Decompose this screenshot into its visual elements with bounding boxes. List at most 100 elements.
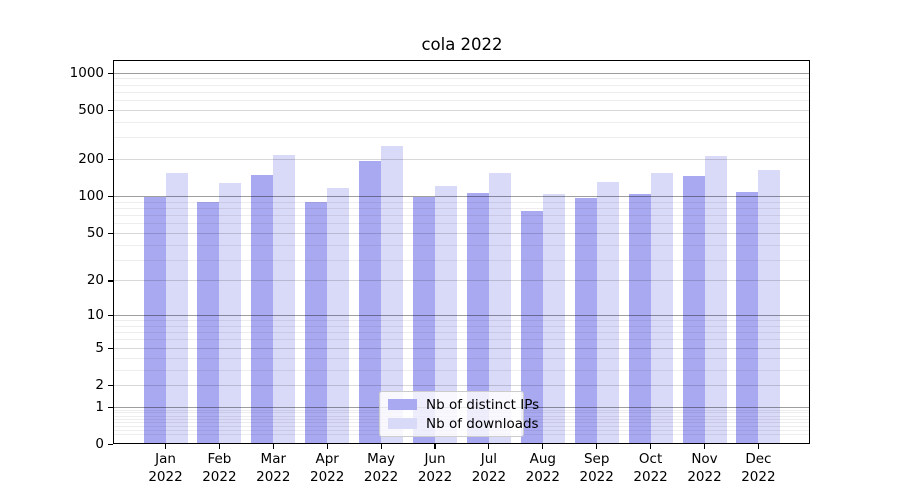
gridline-minor <box>114 339 810 341</box>
y-tick-mark <box>108 385 113 387</box>
bar-jul-downloads <box>488 173 511 444</box>
gridline-minor <box>114 121 810 123</box>
x-tick-mark <box>596 444 598 449</box>
gridline-minor <box>114 100 810 102</box>
y-tick-mark <box>108 315 113 317</box>
x-tick-mark <box>380 444 382 449</box>
gridline-minor <box>114 357 810 359</box>
bar-apr-distinct-ips <box>305 202 328 444</box>
x-tick-label: Jan 2022 <box>148 451 183 485</box>
y-tick-label: 50 <box>86 224 104 241</box>
x-tick-label: Aug 2022 <box>525 451 560 485</box>
bar-may-downloads <box>381 146 404 444</box>
gridline-500 <box>114 110 810 111</box>
gridline-20 <box>114 280 810 282</box>
bar-dec-downloads <box>758 170 781 444</box>
x-tick-label: Oct 2022 <box>633 451 668 485</box>
gridline-2 <box>114 385 810 386</box>
gridline-100 <box>114 196 810 197</box>
gridline-minor <box>114 78 810 80</box>
x-tick-mark <box>650 444 652 449</box>
y-tick-label: 5 <box>95 339 104 356</box>
bar-jun-distinct-ips <box>413 197 435 444</box>
bar-sep-downloads <box>596 181 619 444</box>
bar-may-distinct-ips <box>359 161 382 444</box>
y-tick-mark <box>108 444 113 446</box>
x-tick-mark <box>326 444 328 449</box>
bar-apr-downloads <box>327 188 350 444</box>
legend: Nb of distinct IPs Nb of downloads <box>379 391 539 437</box>
legend-entry-downloads: Nb of downloads <box>388 416 539 432</box>
bar-mar-distinct-ips <box>251 175 274 444</box>
x-tick-label: Jul 2022 <box>471 451 507 485</box>
gridline-minor <box>114 84 810 86</box>
gridline-minor <box>114 332 810 334</box>
bar-mar-downloads <box>273 155 296 444</box>
gridline-minor <box>114 214 810 216</box>
x-tick-label: Jun 2022 <box>417 451 453 485</box>
legend-entry-distinct-ips: Nb of distinct IPs <box>388 397 539 413</box>
bar-oct-distinct-ips <box>628 193 651 444</box>
y-tick-label: 2 <box>95 376 104 393</box>
x-tick-mark <box>703 444 706 449</box>
gridline-minor <box>114 201 810 203</box>
y-tick-label: 100 <box>78 188 104 204</box>
x-tick-label: Sep 2022 <box>579 451 614 485</box>
y-tick-label: 10 <box>86 307 104 324</box>
x-tick-mark <box>164 444 167 449</box>
bar-jan-distinct-ips <box>143 196 166 444</box>
gridline-10 <box>114 315 810 317</box>
y-tick-label: 1 <box>95 398 104 415</box>
gridline-minor <box>114 207 810 209</box>
x-tick-mark <box>542 444 544 449</box>
bar-nov-distinct-ips <box>682 176 705 444</box>
legend-label: Nb of downloads <box>426 415 539 432</box>
bar-jan-downloads <box>165 173 188 444</box>
chart-title: cola 2022 <box>421 35 503 54</box>
bar-feb-distinct-ips <box>197 201 220 444</box>
bar-feb-downloads <box>219 182 242 444</box>
gridline-50 <box>114 232 810 234</box>
x-tick-mark <box>434 444 436 449</box>
y-tick-mark <box>108 72 113 74</box>
y-tick-mark <box>108 159 113 161</box>
y-tick-mark <box>108 347 113 349</box>
x-tick-label: Feb 2022 <box>202 451 237 485</box>
x-tick-label: Apr 2022 <box>310 451 345 485</box>
y-tick-mark <box>108 110 113 112</box>
x-tick-label: Mar 2022 <box>256 451 291 485</box>
y-tick-mark <box>108 280 113 282</box>
y-tick-mark <box>108 232 113 234</box>
y-tick-label: 200 <box>78 151 104 168</box>
bar-dec-distinct-ips <box>736 191 759 444</box>
bar-aug-downloads <box>542 193 565 444</box>
gridline-minor <box>114 259 810 261</box>
gridline-200 <box>114 159 810 160</box>
x-tick-label: Dec 2022 <box>741 451 776 485</box>
bar-jul-distinct-ips <box>466 192 489 444</box>
x-tick-label: May 2022 <box>363 451 399 485</box>
x-tick-mark <box>488 444 490 449</box>
gridline-minor <box>114 244 810 246</box>
y-tick-label: 500 <box>78 101 104 118</box>
legend-swatch-distinct-ips <box>388 399 417 410</box>
bar-aug-distinct-ips <box>520 210 543 444</box>
bar-jun-downloads <box>435 185 457 444</box>
gridline-minor <box>114 325 810 327</box>
legend-label: Nb of distinct IPs <box>426 396 540 413</box>
bar-nov-downloads <box>704 155 727 444</box>
x-tick-label: Nov 2022 <box>687 451 722 485</box>
x-tick-mark <box>272 444 274 449</box>
bar-oct-downloads <box>650 173 673 444</box>
bar-sep-distinct-ips <box>574 198 597 444</box>
gridline-minor <box>114 91 810 93</box>
gridline-5 <box>114 347 810 349</box>
gridline-minor <box>114 320 810 322</box>
x-tick-mark <box>218 444 220 449</box>
gridline-minor <box>114 369 810 371</box>
y-tick-label: 0 <box>95 436 104 452</box>
y-tick-label: 20 <box>86 272 104 289</box>
y-tick-label: 1000 <box>69 64 104 81</box>
gridline-minor <box>114 137 810 139</box>
